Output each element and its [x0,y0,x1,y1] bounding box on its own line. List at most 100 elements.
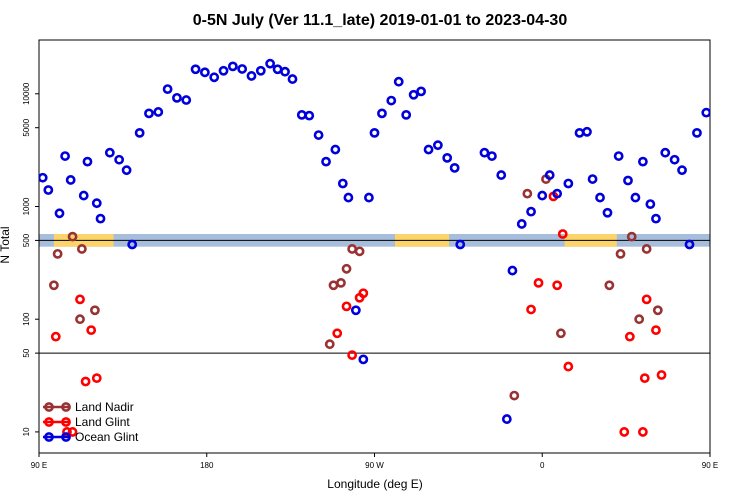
y-tick-label: 100 [22,312,31,326]
data-point [91,373,102,384]
data-point [39,172,48,183]
data-point [526,206,536,217]
data-point [330,144,341,155]
data-point [172,92,182,103]
chart-title: 0-5N July (Ver 11.1_late) 2019-01-01 to … [193,12,568,29]
data-point [634,314,645,325]
data-point [552,280,563,291]
data-point [313,130,324,140]
data-point [162,84,173,95]
data-point [669,154,680,165]
data-point [641,294,652,305]
data-point [95,213,106,224]
data-point [509,390,520,401]
data-point [336,277,346,288]
data-point [557,229,568,239]
x-tick-label: 90 W [365,461,384,470]
plot-area: 10 50 100 500 1000 5000 10000 90 E 180 90 W 0 90 E [22,39,718,470]
data-point [80,376,91,387]
x-tick-label: 0 [540,461,545,470]
data-point [104,147,115,158]
data-point [638,427,648,437]
data-point [602,207,613,218]
legend-marker [61,432,71,442]
data-point [54,208,65,219]
data-point [43,185,54,195]
legend-marker [44,417,54,427]
data-point [67,427,78,437]
data-point [630,192,641,203]
data-points [39,58,710,437]
data-point [52,248,63,259]
legend-marker [44,432,54,442]
data-point [246,71,257,81]
data-point [324,339,335,350]
legend-label: Ocean Glint [75,430,139,444]
data-point [449,162,460,173]
x-axis-label: Longitude (deg E) [327,477,422,491]
data-point [127,239,138,250]
data-point [638,156,648,167]
data-point [377,108,387,119]
data-point [507,265,518,276]
data-point [199,67,210,78]
data-point [522,188,533,199]
data-point [364,192,374,203]
data-point [358,354,369,365]
data-point [218,65,229,76]
data-point [660,147,671,158]
data-point [265,58,276,69]
data-point [408,89,419,100]
data-point [423,144,434,155]
data-point [537,190,548,201]
data-point [90,305,100,316]
data-point [255,65,266,76]
data-point [332,328,343,339]
legend-label: Land Glint [75,415,130,429]
data-point [75,294,85,305]
y-tick-label: 10 [22,427,31,436]
series-land-glint [50,191,667,437]
data-point [369,127,380,138]
data-point [280,66,290,77]
data-point [393,76,404,87]
data-point [455,239,466,250]
data-point [134,127,145,138]
data-point [651,325,661,336]
data-point [350,305,361,316]
data-point [386,95,397,106]
data-point [555,328,566,339]
data-point [563,178,574,189]
data-point [337,178,348,189]
data-point [416,86,426,97]
data-point [595,192,605,203]
data-point [692,127,702,138]
data-point [358,288,369,299]
data-point [501,414,512,424]
y-tick-label: 500 [22,233,31,247]
y-tick-label: 10000 [22,82,31,105]
data-point [487,151,497,161]
data-point [684,239,695,250]
data-point [354,246,365,257]
data-point [582,126,592,137]
data-point [677,165,687,176]
data-point [190,64,201,75]
legend-label: Land Nadir [75,400,134,414]
legend-marker [61,417,71,427]
data-point [479,147,490,158]
data-point [227,61,238,72]
data-point [304,110,315,121]
data-point [49,280,59,291]
data-point [645,199,656,210]
data-point [86,325,97,336]
data-point [347,350,358,361]
data-point [442,152,453,163]
data-point [516,219,527,229]
data-point [563,361,574,372]
data-point [341,263,352,274]
data-point [237,64,248,74]
